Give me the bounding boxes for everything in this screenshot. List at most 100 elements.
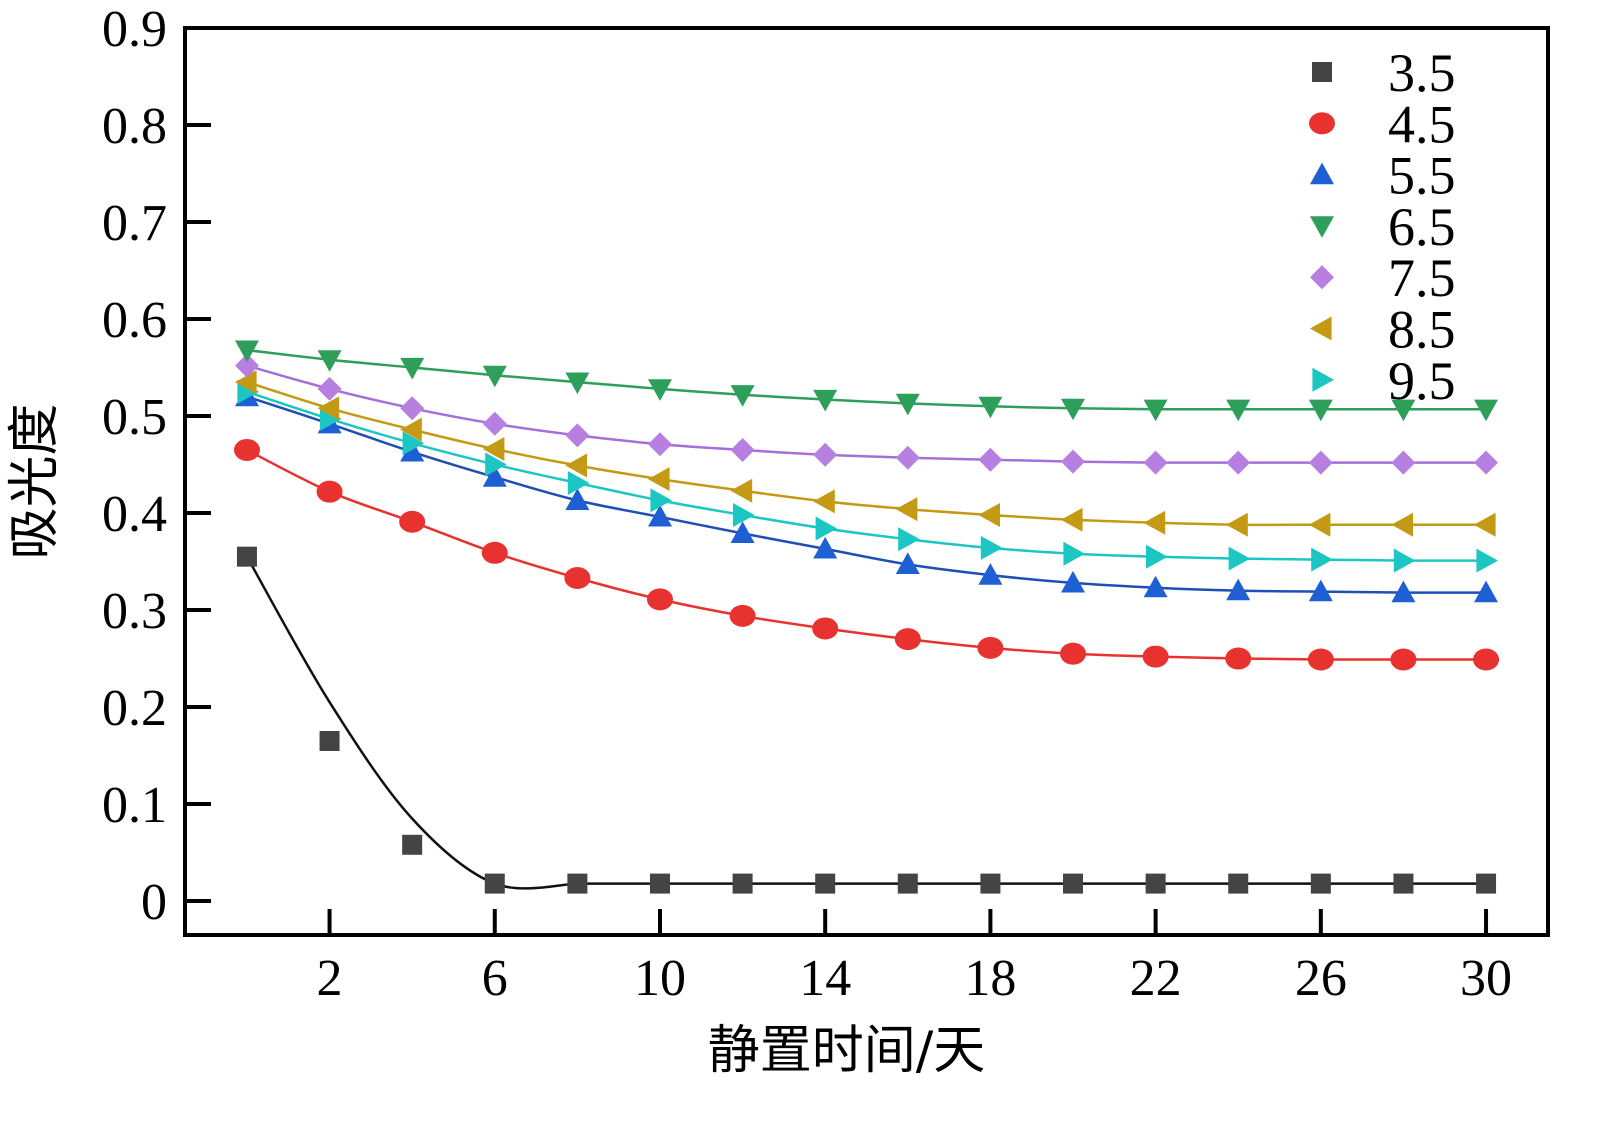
data-point <box>978 563 1003 585</box>
data-point <box>813 536 838 559</box>
y-tick-label: 0.2 <box>102 680 167 737</box>
data-point <box>1063 541 1085 566</box>
data-point <box>482 411 507 436</box>
data-point <box>1063 873 1084 894</box>
data-point <box>813 442 838 467</box>
y-tick-label: 0.8 <box>102 98 167 155</box>
data-point <box>1391 450 1416 475</box>
data-point <box>1226 512 1248 537</box>
series-line <box>246 395 1487 594</box>
data-point <box>1391 580 1416 603</box>
data-point <box>565 488 590 510</box>
legend-marker <box>1309 112 1335 135</box>
data-point <box>730 478 753 503</box>
data-point <box>812 617 839 640</box>
data-point <box>481 541 508 564</box>
data-point <box>317 376 342 401</box>
x-tick-label: 14 <box>799 950 851 1007</box>
legend-item: 4.5 <box>1309 94 1456 154</box>
data-point <box>648 504 672 527</box>
y-axis-title: 吸光度 <box>5 403 65 559</box>
data-point <box>482 437 505 461</box>
axis-layer: 00.10.20.30.40.50.60.70.80.92 6 10 14 18 22 26… <box>102 1 1512 1007</box>
data-point <box>1061 570 1085 593</box>
legend-marker <box>1310 216 1334 238</box>
data-point <box>317 350 342 372</box>
data-point <box>565 453 587 478</box>
y-tick-label: 0.4 <box>102 486 167 543</box>
data-point <box>1308 512 1331 537</box>
data-point <box>815 516 838 541</box>
data-point <box>648 432 672 457</box>
data-point <box>978 396 1003 419</box>
legend-item: 3.5 <box>1312 43 1456 103</box>
data-point <box>482 465 507 487</box>
data-point <box>1226 578 1251 601</box>
x-axis-title: 静置时间/天 <box>708 1021 986 1081</box>
series-line <box>246 380 1486 527</box>
data-point <box>1474 450 1498 475</box>
data-point <box>320 406 342 431</box>
legend-marker <box>1310 162 1334 185</box>
y-tick-label: 0.7 <box>102 195 167 252</box>
y-tick-label: 0.9 <box>102 1 167 58</box>
data-point <box>1061 507 1083 532</box>
data-point <box>1146 544 1168 569</box>
data-point <box>1228 873 1249 894</box>
data-point <box>564 567 591 590</box>
series-line <box>246 348 1487 411</box>
data-point <box>235 353 259 378</box>
data-point <box>732 873 753 894</box>
data-point <box>895 393 920 416</box>
data-point <box>1060 642 1087 665</box>
data-point <box>729 604 756 627</box>
legend-item: 7.5 <box>1310 248 1456 308</box>
data-point <box>233 438 260 461</box>
series-line <box>246 448 1486 661</box>
data-point <box>1391 512 1413 537</box>
data-point <box>980 873 1001 894</box>
data-point <box>1474 512 1496 537</box>
legend-label: 5.5 <box>1388 146 1456 206</box>
data-point <box>1226 399 1251 422</box>
legend-label: 8.5 <box>1388 300 1456 360</box>
legend-marker <box>1312 62 1332 82</box>
y-tick-label: 0 <box>141 874 167 931</box>
data-point <box>1143 575 1168 598</box>
data-point <box>402 431 425 456</box>
data-point <box>1391 399 1416 422</box>
series-4-5 <box>233 438 1500 671</box>
data-point <box>400 417 422 442</box>
data-point <box>978 447 1003 472</box>
data-point <box>898 527 920 552</box>
series-6-5 <box>235 340 1498 422</box>
data-point <box>730 521 755 543</box>
data-point <box>1393 548 1416 573</box>
data-point <box>815 873 836 894</box>
y-tick-label: 0.1 <box>102 777 167 834</box>
legend-label: 6.5 <box>1388 197 1456 257</box>
data-point <box>813 389 838 412</box>
legend-item: 9.5 <box>1312 351 1456 411</box>
data-point <box>1142 645 1169 668</box>
data-point <box>894 628 921 651</box>
series-7-5 <box>235 353 1498 475</box>
data-point <box>1474 580 1498 603</box>
series-8-5 <box>235 370 1496 537</box>
data-point <box>1228 546 1251 571</box>
legend-marker <box>1312 367 1334 392</box>
x-tick-label: 10 <box>634 950 686 1007</box>
data-point <box>648 467 670 492</box>
data-point <box>400 439 425 462</box>
series-3-5 <box>236 546 1497 894</box>
legend-label: 4.5 <box>1388 94 1456 154</box>
data-point <box>650 488 672 513</box>
data-point <box>733 503 755 527</box>
x-tick-label: 6 <box>482 950 508 1007</box>
x-tick-label: 26 <box>1295 950 1347 1007</box>
data-point <box>319 730 340 751</box>
x-tick-label: 22 <box>1130 950 1182 1007</box>
plot-frame <box>183 26 1550 937</box>
data-point <box>978 503 1000 527</box>
